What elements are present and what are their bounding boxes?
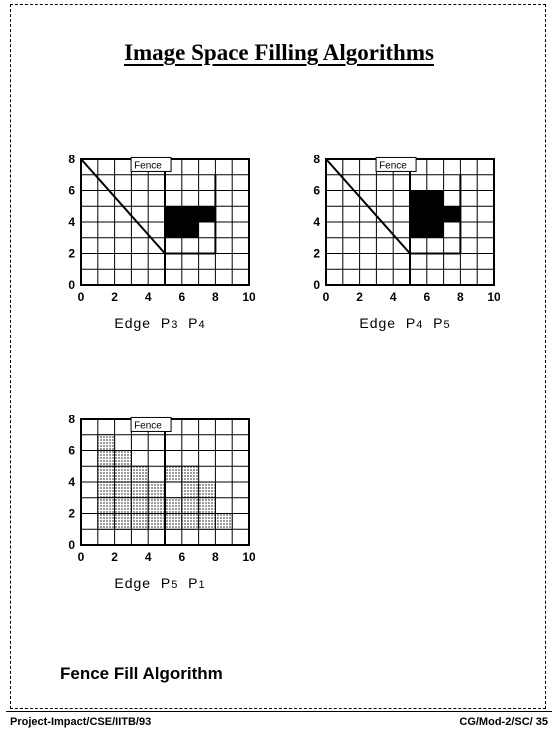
svg-text:8: 8 xyxy=(212,290,219,304)
svg-text:8: 8 xyxy=(68,415,75,426)
svg-text:4: 4 xyxy=(68,475,75,489)
svg-text:8: 8 xyxy=(313,155,320,166)
svg-text:8: 8 xyxy=(457,290,464,304)
p-sub-b: 4 xyxy=(198,319,205,331)
svg-text:6: 6 xyxy=(178,550,185,564)
chart3-caption: Edge P5 P1 xyxy=(55,575,265,591)
svg-text:Fence: Fence xyxy=(134,160,162,171)
footer-left: Project-Impact/CSE/IITB/93 xyxy=(10,716,151,728)
svg-text:2: 2 xyxy=(356,290,363,304)
svg-text:4: 4 xyxy=(68,215,75,229)
svg-text:4: 4 xyxy=(390,290,397,304)
chart-edge-p4-p5: Fence 0 2 4 6 8 10 0 2 4 6 8 Edge P4 P5 xyxy=(300,155,510,331)
caption-label: Edge xyxy=(114,575,151,591)
svg-text:Fence: Fence xyxy=(134,420,162,431)
subtitle: Fence Fill Algorithm xyxy=(60,664,223,684)
svg-text:0: 0 xyxy=(68,278,75,292)
svg-text:6: 6 xyxy=(423,290,430,304)
grid-chart-2: Fence 0 2 4 6 8 10 0 2 4 6 8 xyxy=(300,155,500,305)
svg-text:6: 6 xyxy=(313,184,320,198)
chart-edge-p5-p1: Fence 0 2 4 6 8 10 0 2 4 6 8 Edge P5 P1 xyxy=(55,415,265,591)
page: Image Space Filling Algorithms Fence 0 2 4 6… xyxy=(0,0,558,744)
grid-chart-1: Fence 0 2 4 6 8 10 0 2 4 6 8 xyxy=(55,155,255,305)
chart2-caption: Edge P4 P5 xyxy=(300,315,510,331)
svg-text:4: 4 xyxy=(145,550,152,564)
chart-edge-p3-p4: Fence 0 2 4 6 8 10 0 2 4 6 8 Edge P3 P4 xyxy=(55,155,265,331)
p-sub-b: 1 xyxy=(198,579,205,591)
svg-text:4: 4 xyxy=(145,290,152,304)
svg-text:8: 8 xyxy=(68,155,75,166)
page-title: Image Space Filling Algorithms xyxy=(0,40,558,66)
svg-text:2: 2 xyxy=(68,507,75,521)
svg-text:0: 0 xyxy=(68,538,75,552)
p-sub-a: 3 xyxy=(171,319,178,331)
svg-text:2: 2 xyxy=(111,290,118,304)
svg-text:10: 10 xyxy=(242,290,255,304)
svg-text:10: 10 xyxy=(487,290,500,304)
footer: Project-Impact/CSE/IITB/93 CG/Mod-2/SC/ … xyxy=(6,710,552,728)
svg-text:6: 6 xyxy=(68,444,75,458)
p-sub-b: 5 xyxy=(443,319,450,331)
p-sub-a: 5 xyxy=(171,579,178,591)
caption-label: Edge xyxy=(114,315,151,331)
svg-text:4: 4 xyxy=(313,215,320,229)
footer-right: CG/Mod-2/SC/ 35 xyxy=(459,716,548,728)
caption-label: Edge xyxy=(359,315,396,331)
svg-text:Fence: Fence xyxy=(379,160,407,171)
page-border xyxy=(10,4,546,709)
grid-chart-3: Fence 0 2 4 6 8 10 0 2 4 6 8 xyxy=(55,415,255,565)
svg-text:0: 0 xyxy=(313,278,320,292)
p-sub-a: 4 xyxy=(416,319,423,331)
svg-text:2: 2 xyxy=(68,247,75,261)
svg-text:6: 6 xyxy=(68,184,75,198)
svg-text:2: 2 xyxy=(111,550,118,564)
svg-text:0: 0 xyxy=(78,550,85,564)
svg-text:8: 8 xyxy=(212,550,219,564)
svg-text:0: 0 xyxy=(323,290,330,304)
svg-text:6: 6 xyxy=(178,290,185,304)
svg-text:0: 0 xyxy=(78,290,85,304)
chart1-caption: Edge P3 P4 xyxy=(55,315,265,331)
svg-text:2: 2 xyxy=(313,247,320,261)
svg-text:10: 10 xyxy=(242,550,255,564)
